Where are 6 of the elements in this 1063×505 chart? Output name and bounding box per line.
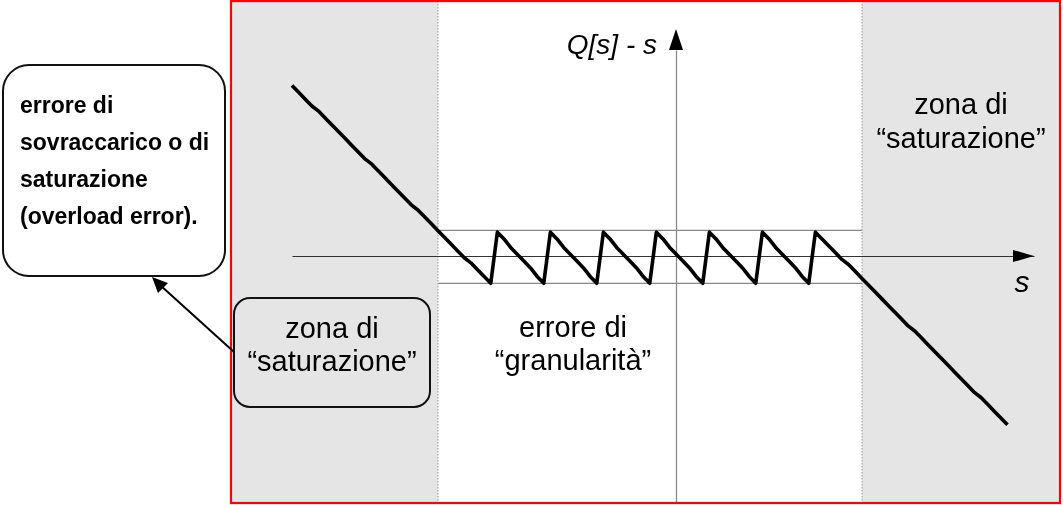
x-axis-title: s [1014, 265, 1030, 298]
annotation: zona di “saturazione” [247, 312, 417, 377]
text: errore di sovraccarico o di saturazione (overload error). [20, 92, 210, 229]
annotation: zona di “saturazione” [876, 88, 1046, 154]
y-axis-title: Q[s] - s [566, 29, 657, 60]
annotation: errore di “granularità” [494, 311, 652, 376]
